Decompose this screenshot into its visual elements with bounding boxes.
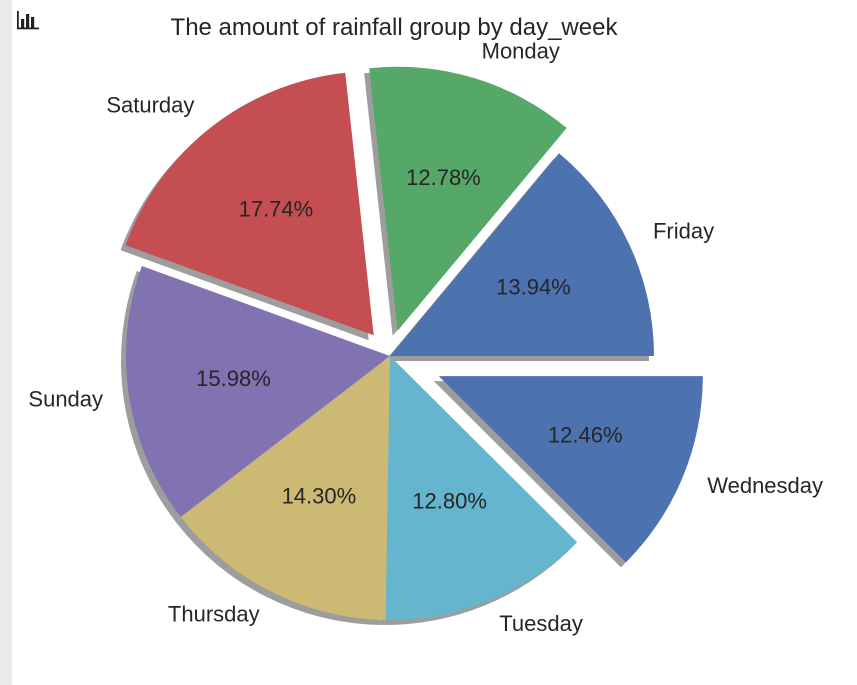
pie-slice-sunday — [126, 265, 390, 518]
bar-chart-icon[interactable] — [16, 8, 40, 32]
slice-label-monday: Monday — [482, 39, 560, 64]
slice-label-sunday: Sunday — [28, 386, 103, 411]
slice-label-tuesday: Tuesday — [499, 611, 583, 636]
pie-slice-thursday — [180, 356, 390, 620]
slice-label-saturday: Saturday — [106, 93, 194, 118]
percent-label-wednesday: 12.46% — [548, 422, 623, 447]
percent-label-friday: 13.94% — [496, 275, 571, 300]
percent-label-thursday: 14.30% — [282, 483, 357, 508]
chart-title: The amount of rainfall group by day_week — [171, 14, 619, 41]
slice-label-friday: Friday — [653, 219, 714, 244]
percent-label-monday: 12.78% — [406, 165, 481, 190]
pie-slice-monday — [369, 66, 567, 331]
pie-slice-saturday — [125, 72, 374, 336]
slice-label-thursday: Thursday — [168, 601, 260, 626]
pie-slice-tuesday — [385, 356, 578, 620]
pie-slice-friday — [390, 153, 654, 356]
percent-label-saturday: 17.74% — [239, 196, 314, 221]
percent-label-sunday: 15.98% — [196, 366, 271, 391]
percent-label-tuesday: 12.80% — [412, 489, 487, 514]
slice-label-wednesday: Wednesday — [707, 473, 823, 498]
pie-slice-wednesday — [438, 376, 703, 563]
